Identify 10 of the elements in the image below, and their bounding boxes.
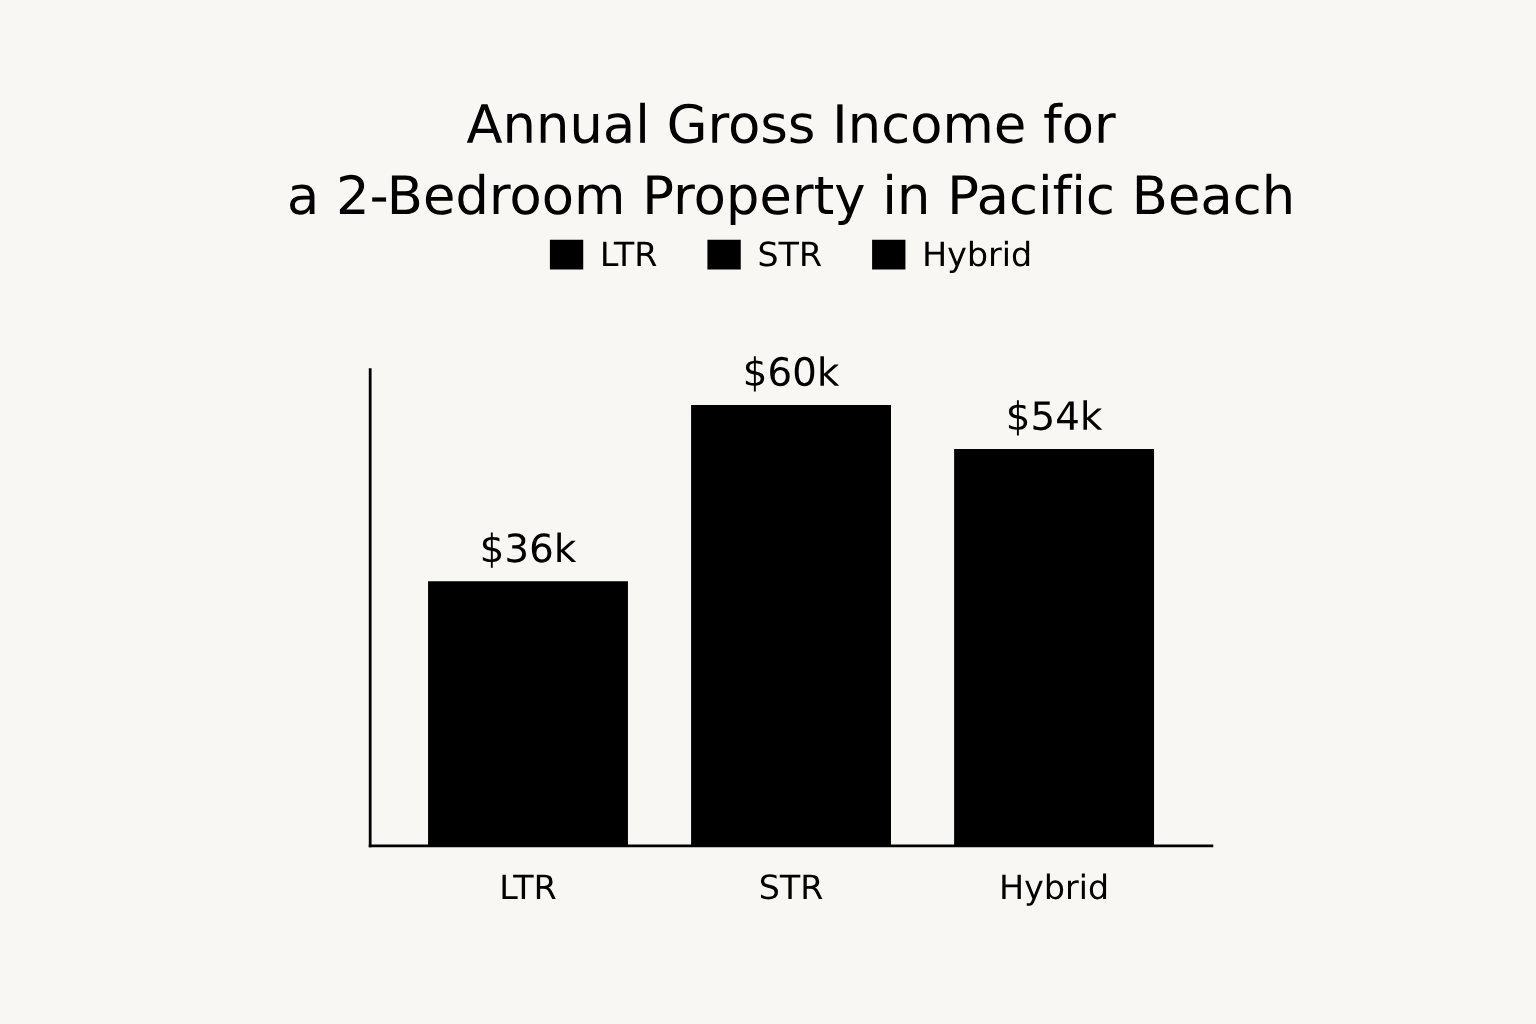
data-label: $36k — [482, 532, 577, 568]
x-tick-label: Hybrid — [1002, 873, 1107, 906]
legend-label: LTR — [603, 241, 657, 267]
legend-label: Hybrid — [925, 240, 1030, 273]
data-label: $54k — [1008, 400, 1103, 436]
data-label: $60k — [745, 356, 840, 392]
x-tick-label: LTR — [502, 874, 556, 899]
x-tick-label: STR — [760, 874, 823, 900]
chart-title: Annual Gross Income for a 2-Bedroom Property in Pacific Beach — [290, 102, 1291, 225]
legend-label: STR — [759, 241, 822, 267]
